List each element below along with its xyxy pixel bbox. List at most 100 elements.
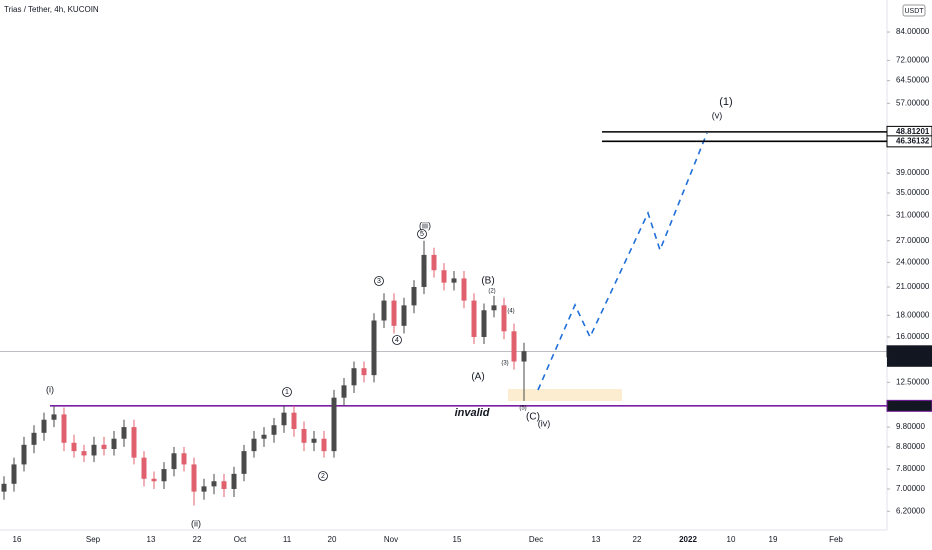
candle-body bbox=[521, 351, 527, 362]
x-tick-label: 22 bbox=[193, 535, 202, 544]
candle-body bbox=[91, 444, 97, 456]
candle-body bbox=[161, 469, 167, 482]
candle-body bbox=[181, 453, 187, 465]
x-tick-label: 22 bbox=[633, 535, 642, 544]
y-tick-label: 64.50000 bbox=[896, 76, 930, 85]
candle-body bbox=[321, 438, 327, 452]
x-tick-label: 2022 bbox=[679, 535, 697, 544]
target-zone bbox=[508, 389, 622, 401]
candle-body bbox=[501, 305, 507, 332]
wave-label: (C) bbox=[526, 412, 540, 423]
y-tick-label: 16.00000 bbox=[896, 332, 930, 341]
chart-title: Trias / Tether, 4h, KUCOIN bbox=[4, 5, 99, 14]
wave-label: (ii) bbox=[191, 518, 201, 528]
candle-body bbox=[61, 414, 67, 443]
y-tick-label: 21.00000 bbox=[896, 282, 930, 291]
wave-label: (3) bbox=[501, 361, 508, 367]
wave-label: (1) bbox=[719, 96, 732, 108]
candle-body bbox=[51, 414, 57, 420]
candle-body bbox=[421, 254, 427, 287]
y-tick-label: 57.00000 bbox=[896, 98, 930, 107]
candle-body bbox=[131, 427, 137, 458]
currency: USDT bbox=[904, 8, 924, 15]
wave-label: (i) bbox=[46, 384, 54, 394]
currency-badge bbox=[902, 4, 926, 17]
candle-body bbox=[471, 300, 477, 337]
wave-label: (iii) bbox=[419, 220, 431, 230]
y-tick-label: 8.80000 bbox=[896, 442, 925, 451]
wave-label: 5 bbox=[420, 231, 424, 238]
candle-body bbox=[491, 305, 497, 311]
candle-body bbox=[1, 483, 7, 492]
x-tick-label: Nov bbox=[384, 535, 398, 544]
projection-path bbox=[537, 132, 708, 391]
candle-body bbox=[441, 270, 447, 283]
candle-body bbox=[151, 478, 157, 482]
candle-body bbox=[121, 427, 127, 439]
x-tick-label: Feb bbox=[829, 535, 843, 544]
candle-body bbox=[281, 412, 287, 426]
candle-body bbox=[191, 464, 197, 492]
candle-body bbox=[391, 300, 397, 326]
x-tick-label: Oct bbox=[234, 535, 247, 544]
y-tick-label: 9.80000 bbox=[896, 422, 925, 431]
candle-body bbox=[241, 451, 247, 474]
candle-body bbox=[231, 473, 237, 489]
y-tick-label: 7.00000 bbox=[896, 484, 925, 493]
candle-body bbox=[221, 481, 227, 489]
candle-body bbox=[371, 320, 377, 376]
x-tick-label: Dec bbox=[529, 535, 543, 544]
y-tick-label: 24.00000 bbox=[896, 258, 930, 267]
y-tick-label: 18.00000 bbox=[896, 310, 930, 319]
candle-body bbox=[361, 368, 367, 376]
wave-label: 2 bbox=[321, 473, 325, 480]
candle-body bbox=[71, 442, 77, 452]
wave-circle bbox=[417, 229, 427, 239]
y-tick-label: 72.00000 bbox=[896, 56, 930, 65]
y-tick-label: 39.00000 bbox=[896, 168, 930, 177]
wave-label: 4 bbox=[395, 337, 399, 344]
candle-body bbox=[271, 425, 277, 435]
candle-body bbox=[351, 368, 357, 386]
x-tick-label: 10 bbox=[727, 535, 736, 544]
level-label-box bbox=[886, 399, 932, 412]
candle-body bbox=[31, 432, 37, 445]
candle-body bbox=[11, 464, 17, 484]
wave-circle bbox=[392, 335, 402, 345]
candle-body bbox=[301, 428, 307, 443]
x-tick-label: 11 bbox=[283, 535, 292, 544]
candle-body bbox=[41, 419, 47, 433]
candle-body bbox=[101, 444, 107, 449]
level-label: 14.80000 bbox=[896, 346, 930, 355]
candle-body bbox=[461, 278, 467, 301]
candle-body bbox=[451, 278, 457, 283]
x-tick-label: 13 bbox=[147, 535, 156, 544]
countdown: 02:14:10 bbox=[896, 357, 928, 366]
candle-body bbox=[341, 385, 347, 398]
y-tick-label: 27.00000 bbox=[896, 236, 930, 245]
y-tick-label: 6.20000 bbox=[896, 506, 925, 515]
x-tick-label: 19 bbox=[769, 535, 778, 544]
y-tick-label: 7.80000 bbox=[896, 464, 925, 473]
y-tick-label: 31.00000 bbox=[896, 210, 930, 219]
y-tick-label: 84.00000 bbox=[896, 27, 930, 36]
candle-body bbox=[211, 481, 217, 487]
wave-label: (4) bbox=[507, 309, 514, 315]
candle-body bbox=[171, 453, 177, 470]
candle-body bbox=[291, 412, 297, 429]
x-tick-label: 15 bbox=[453, 535, 462, 544]
candle-body bbox=[381, 300, 387, 321]
candle-body bbox=[251, 438, 257, 452]
level-label-box bbox=[886, 135, 932, 148]
wave-circle bbox=[374, 276, 384, 286]
candle-body bbox=[81, 451, 87, 456]
candle-body bbox=[431, 254, 437, 271]
x-tick-label: 20 bbox=[328, 535, 337, 544]
y-tick-label: 12.50000 bbox=[896, 377, 930, 386]
wave-label: (A) bbox=[471, 372, 484, 383]
wave-label: (iv) bbox=[538, 418, 551, 428]
wave-label: 3 bbox=[377, 278, 381, 285]
wave-circle bbox=[282, 387, 292, 397]
candle-body bbox=[111, 438, 117, 449]
